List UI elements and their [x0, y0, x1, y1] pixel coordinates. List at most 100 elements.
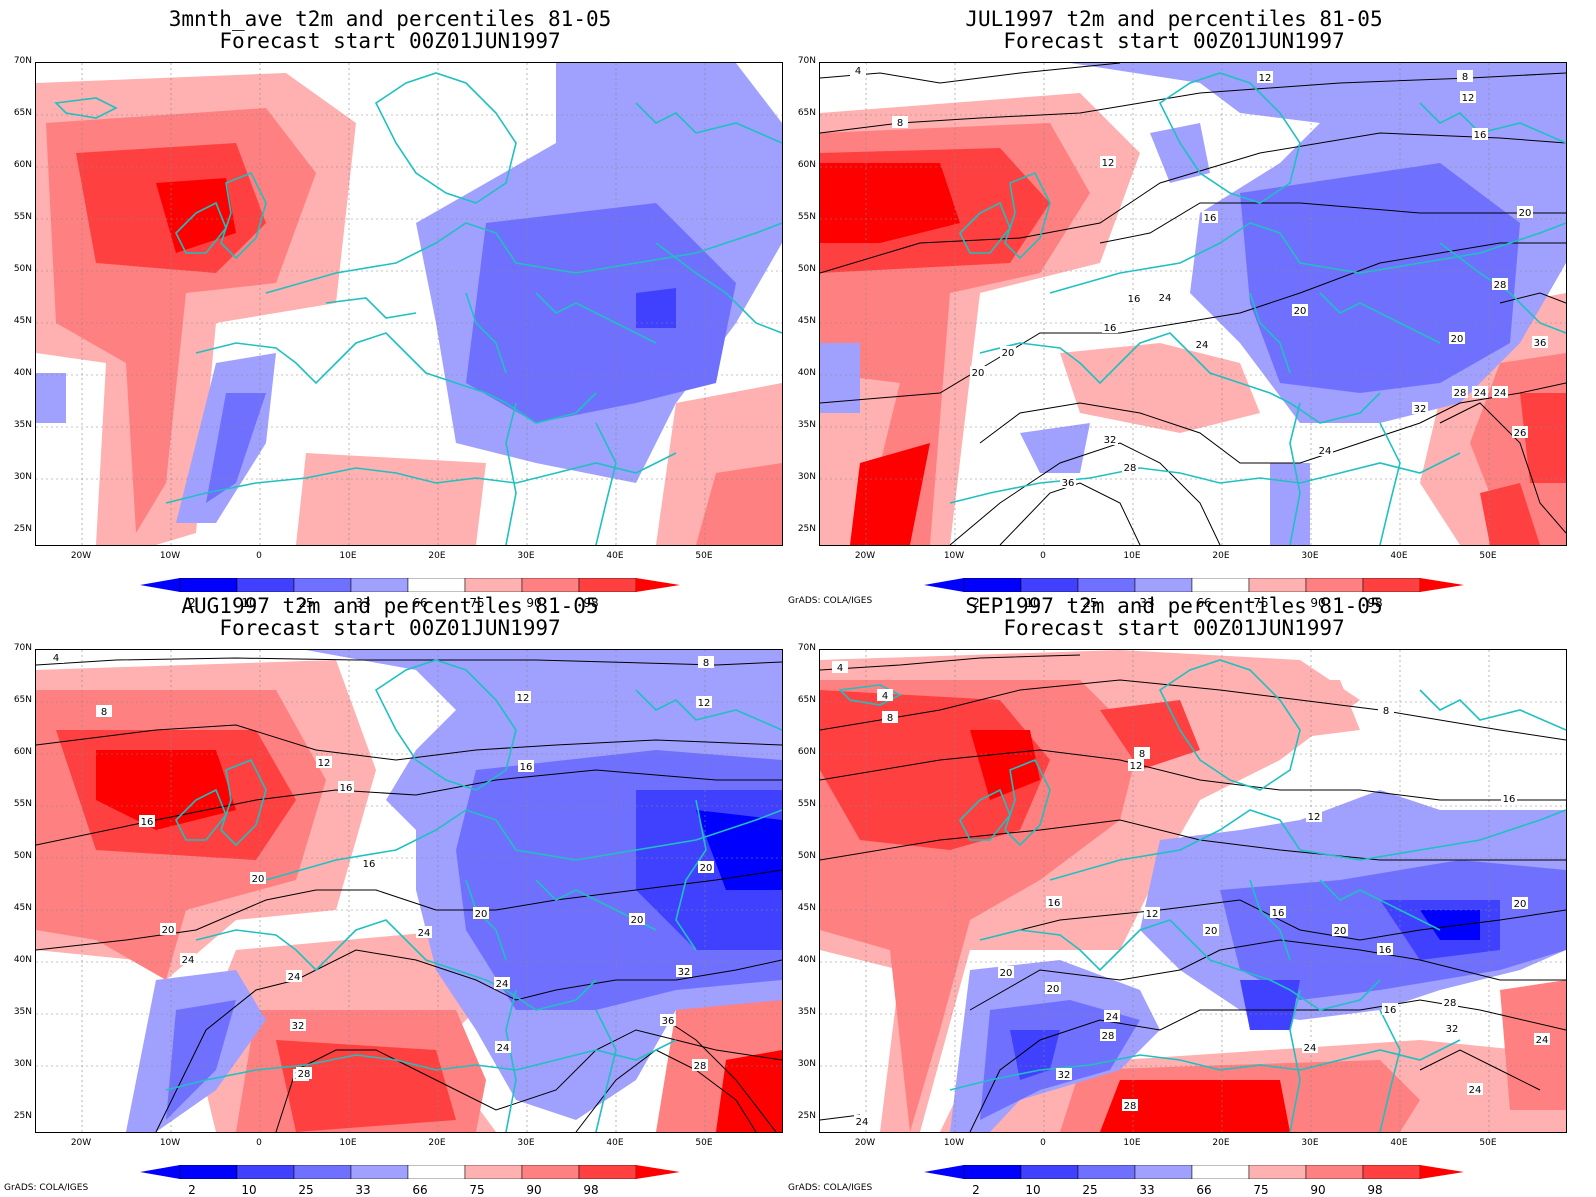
- contour-label-text: 4: [53, 653, 59, 664]
- lon-label: 0: [1040, 551, 1046, 561]
- lon-label: 40E: [606, 551, 624, 561]
- lat-label: 25N: [13, 524, 32, 534]
- contour-label-text: 20: [1334, 926, 1347, 937]
- contour-label: 8: [1378, 704, 1394, 717]
- panel-title: AUG1997 t2m and percentiles 81-05: [181, 594, 599, 618]
- contour-label-text: 16: [1474, 130, 1487, 141]
- contour-label: 4: [850, 64, 866, 77]
- contour-label: 12: [1100, 156, 1116, 169]
- contour-label: 20: [698, 861, 714, 874]
- contour-label-text: 24: [1304, 1043, 1317, 1054]
- lat-label: 30N: [13, 472, 32, 482]
- contour-label: 28: [692, 1059, 708, 1072]
- contour-label-text: 12: [318, 758, 331, 769]
- colorbar-label: 25: [298, 596, 314, 610]
- lat-label: 35N: [797, 1007, 816, 1017]
- contour-label: 26: [1512, 426, 1528, 439]
- lon-label: 20E: [428, 1138, 446, 1148]
- contour-label: 16: [1472, 128, 1488, 141]
- lon-label: 10E: [1123, 551, 1141, 561]
- contour-label-text: 8: [703, 658, 709, 669]
- colorbar-label: 33: [1139, 1183, 1155, 1197]
- contour-label-text: 24: [1106, 1012, 1119, 1023]
- contour-label-text: 20: [252, 874, 265, 885]
- contour-label: 12: [1128, 759, 1144, 772]
- map-field: 4 8 12 12 8 16 12 16 20 16 24 16 20 20 28 24 20 20 24 24 32 2…: [820, 63, 1566, 545]
- lon-label: 30E: [1301, 1138, 1319, 1148]
- contour-label-text: 4: [882, 691, 888, 702]
- contour-label: 20: [250, 872, 266, 885]
- contour-label-text: 16: [1272, 908, 1285, 919]
- contour-label-text: 20: [972, 368, 985, 379]
- map-field: [36, 63, 782, 545]
- contour-label: 4: [832, 661, 848, 674]
- colorbar-label: 75: [1253, 1183, 1269, 1197]
- colorbar-label: 2: [188, 596, 196, 610]
- contour-label-text: 20: [1047, 984, 1060, 995]
- contour-label-text: 20: [1514, 899, 1527, 910]
- contour-label: 16: [139, 815, 155, 828]
- lon-label: 10W: [943, 1138, 965, 1148]
- lon-label: 50E: [695, 551, 713, 561]
- contour-label-text: 24: [1196, 340, 1209, 351]
- contour-label-text: 24: [1469, 1085, 1482, 1096]
- contour-label-text: 26: [1514, 428, 1527, 439]
- lat-label: 40N: [13, 368, 32, 378]
- colorbar-label: 90: [1310, 1183, 1326, 1197]
- contour-label: 32: [1412, 402, 1428, 415]
- colorbar-label: 25: [298, 1183, 314, 1197]
- contour-label-text: 4: [855, 66, 861, 77]
- lon-label: 10E: [339, 1138, 357, 1148]
- contour-label-text: 24: [856, 1117, 869, 1128]
- colorbar-label: 90: [1310, 596, 1326, 610]
- lon-label: 40E: [1390, 551, 1408, 561]
- contour-label: 32: [1102, 433, 1118, 446]
- contour-label-text: 28: [1444, 998, 1457, 1009]
- contour-label-text: 24: [1319, 446, 1332, 457]
- contour-label: 8: [698, 656, 714, 669]
- lon-label: 50E: [1479, 1138, 1497, 1148]
- panel-sep1997: SEP1997 t2m and percentiles 81-05 Foreca…: [784, 587, 1567, 1197]
- contour-label-text: 20: [1519, 208, 1532, 219]
- contour-label: 4: [48, 651, 64, 664]
- grads-credit: GrADS: COLA/IGES: [788, 596, 873, 606]
- contour-label: 28: [1122, 461, 1138, 474]
- lon-label: 0: [256, 1138, 262, 1148]
- contour-label: 24: [286, 970, 302, 983]
- contour-label-text: 12: [517, 693, 530, 704]
- lon-label: 50E: [695, 1138, 713, 1148]
- contour-label: 20: [1045, 982, 1061, 995]
- contour-label: 20: [1449, 332, 1465, 345]
- contour-label-text: 12: [1130, 761, 1143, 772]
- lat-label: 45N: [797, 903, 816, 913]
- contour-label: 24: [1194, 338, 1210, 351]
- contour-label: 16: [1377, 943, 1393, 956]
- contour-label: 12: [316, 756, 332, 769]
- contour-label: 12: [1257, 71, 1273, 84]
- contour-label: 20: [473, 907, 489, 920]
- panel-title: 3mnth_ave t2m and percentiles 81-05: [168, 7, 612, 31]
- contour-label-text: 28: [1494, 280, 1507, 291]
- contour-label-text: 12: [1259, 73, 1272, 84]
- contour-label-text: 24: [418, 928, 431, 939]
- contour-label: 24: [1104, 1010, 1120, 1023]
- contour-label-text: 20: [1294, 306, 1307, 317]
- colorbar-label: 66: [412, 596, 428, 610]
- contour-label: 28: [1442, 996, 1458, 1009]
- lat-label: 50N: [13, 851, 32, 861]
- contour-label: 12: [1306, 810, 1322, 823]
- contour-label: 16: [1102, 321, 1118, 334]
- panel-subtitle: Forecast start 00Z01JUN1997: [1003, 616, 1345, 640]
- panel-subtitle: Forecast start 00Z01JUN1997: [219, 29, 561, 53]
- contour-label: 32: [1056, 1068, 1072, 1081]
- contour-label: 20: [1332, 924, 1348, 937]
- lon-label: 20W: [854, 1138, 876, 1148]
- contour-label: 20: [1292, 304, 1308, 317]
- colorbar-label: 90: [526, 596, 542, 610]
- contour-label-text: 20: [162, 925, 175, 936]
- contour-label: 20: [970, 366, 986, 379]
- contour-label-text: 8: [101, 707, 107, 718]
- colorbar-label: 10: [1025, 596, 1041, 610]
- contour-label-text: 24: [182, 955, 195, 966]
- contour-label: 12: [1460, 91, 1476, 104]
